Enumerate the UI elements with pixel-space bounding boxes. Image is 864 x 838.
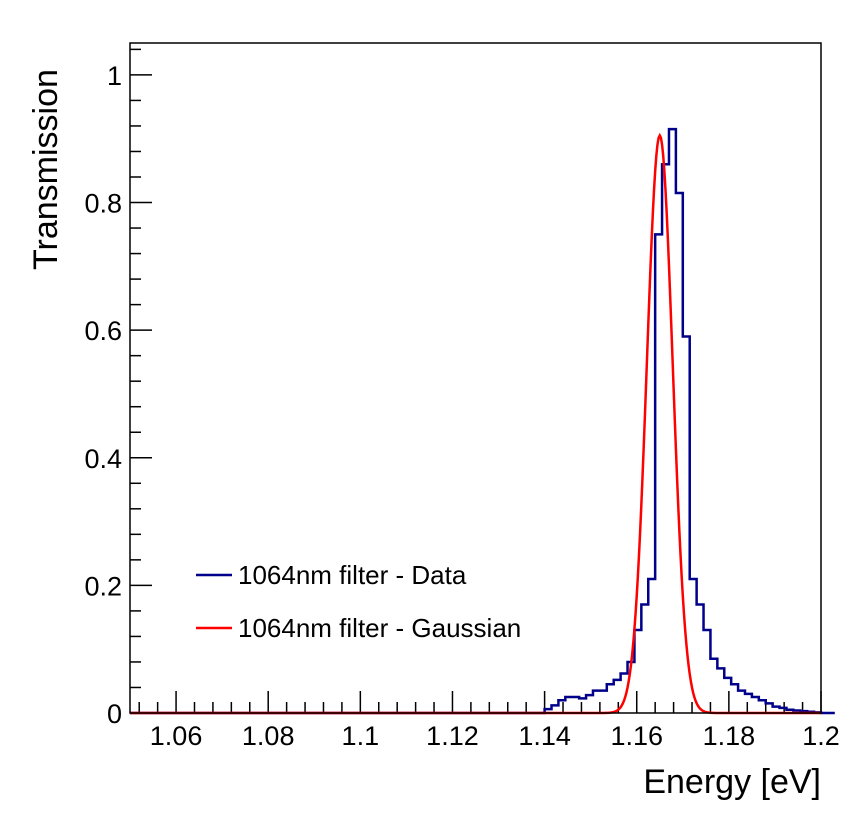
y-tick-label: 0.4 (84, 444, 122, 474)
y-tick-label: 1 (107, 61, 122, 91)
x-tick-label: 1.12 (426, 721, 479, 751)
y-tick-label: 0 (107, 699, 122, 729)
x-axis-title: Energy [eV] (643, 763, 821, 801)
plot-frame (129, 42, 822, 714)
x-tick-label: 1.2 (802, 721, 840, 751)
x-tick-label: 1.16 (610, 721, 663, 751)
y-tick-label: 0.2 (84, 571, 122, 601)
legend: 1064nm filter - Data 1064nm filter - Gau… (196, 560, 521, 643)
legend-label-data: 1064nm filter - Data (238, 560, 467, 590)
x-tick-label: 1.14 (518, 721, 571, 751)
legend-label-gaussian: 1064nm filter - Gaussian (238, 613, 521, 643)
x-tick-label: 1.1 (342, 721, 380, 751)
y-axis-title: Transmission (27, 69, 65, 270)
tick-labels: 1.06 1.08 1.1 1.12 1.14 1.16 1.18 1.2 0 0.2 0.4 0.6… (84, 61, 839, 751)
y-tick-label: 0.8 (84, 189, 122, 219)
x-tick-label: 1.08 (242, 721, 295, 751)
x-tick-label: 1.06 (150, 721, 203, 751)
x-tick-label: 1.18 (703, 721, 756, 751)
y-tick-label: 0.6 (84, 316, 122, 346)
